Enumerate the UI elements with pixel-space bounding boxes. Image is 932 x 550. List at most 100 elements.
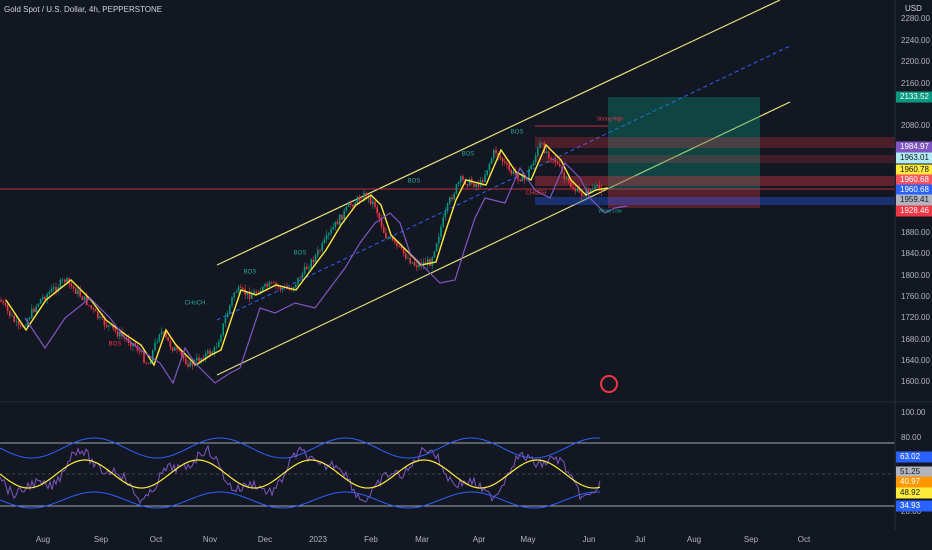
candle-body (596, 184, 598, 187)
candle-body (152, 350, 154, 362)
candle-body (222, 323, 224, 336)
candle-body (521, 174, 524, 182)
rsi-axis-label: 80.00 (901, 433, 922, 442)
time-axis-label: 2023 (309, 535, 327, 544)
candle-body (343, 210, 345, 220)
candle-body (130, 343, 132, 347)
candle-body (477, 184, 480, 187)
candle-body (356, 197, 359, 203)
candle-body (240, 287, 242, 288)
channel-upper (216, 0, 781, 266)
zone (535, 176, 895, 186)
annotation: BOS (109, 342, 122, 348)
price-tag (896, 91, 932, 103)
symbol-title: Gold Spot / U.S. Dollar, 4h, PEPPERSTONE (4, 5, 162, 14)
candle-body (213, 347, 216, 353)
candle-body (493, 149, 495, 159)
candle-body (182, 355, 185, 359)
price-tag-label: 34.93 (900, 501, 921, 510)
candle-body (567, 177, 570, 182)
price-axis-label: 1680.00 (901, 335, 930, 344)
price-tag-label: 63.02 (900, 452, 921, 461)
candle-body (389, 237, 392, 239)
loss-zone (608, 190, 760, 208)
candle-body (495, 149, 497, 154)
time-axis-label: Sep (94, 535, 109, 544)
candle-body (497, 153, 499, 157)
candle-body (81, 296, 84, 301)
candle-body (306, 266, 308, 270)
annotation: Weak Low (598, 208, 622, 214)
candle-body (508, 164, 510, 171)
candle-body (35, 306, 37, 313)
candle-body (512, 171, 515, 174)
candle-body (506, 162, 508, 165)
candle-body (339, 214, 341, 225)
rsi-axis-label: 20.00 (901, 507, 922, 516)
candle-body (347, 203, 350, 207)
candle-body (570, 181, 572, 188)
candle-body (411, 262, 414, 264)
candle-body (169, 340, 172, 348)
candle-body (328, 233, 330, 236)
candle-body (70, 283, 73, 287)
candle-body (46, 294, 48, 300)
alert-icon[interactable] (600, 375, 618, 393)
candle-body (589, 189, 592, 194)
annotation: BOS (244, 270, 257, 276)
candle-body (297, 277, 299, 285)
candle-body (185, 358, 187, 364)
rsi-bb-lower (0, 491, 601, 509)
candle-body (581, 192, 583, 196)
candle-body (435, 243, 438, 252)
candle-body (220, 335, 222, 342)
candle-body (446, 203, 449, 211)
candle-body (17, 321, 20, 325)
candle-body (154, 342, 156, 351)
candle-body (64, 279, 66, 283)
time-axis-label: Feb (364, 535, 378, 544)
candle-body (273, 282, 275, 284)
candle-body (528, 168, 530, 178)
candle-body (468, 178, 471, 186)
candle-body (301, 273, 304, 279)
candle-body (499, 156, 502, 158)
time-axis-label: Nov (203, 535, 217, 544)
candle-body (211, 352, 213, 355)
annotation: BOS (408, 179, 421, 185)
candle-body (160, 331, 163, 335)
candle-body (15, 321, 18, 322)
candle-body (279, 286, 282, 289)
candle-body (537, 148, 539, 156)
price-axis-label: 1880.00 (901, 228, 930, 237)
candle-body (545, 151, 548, 154)
candle-body (251, 294, 253, 299)
candle-body (158, 334, 161, 342)
candle-body (88, 305, 90, 306)
candle-body (321, 243, 323, 251)
candle-body (266, 283, 268, 287)
candle-body (383, 226, 385, 233)
candle-body (20, 324, 22, 327)
candle-body (517, 174, 519, 180)
annotation: CHoCH (526, 191, 547, 197)
candle-body (409, 258, 411, 264)
candle-body (317, 250, 319, 256)
candle-body (143, 351, 145, 363)
candle-body (295, 284, 297, 288)
price-tag-label: 1963.01 (900, 153, 929, 162)
candle-body (548, 151, 550, 158)
candle-body (532, 162, 535, 166)
candle-body (504, 161, 506, 163)
time-axis-label: Dec (258, 535, 272, 544)
candle-body (53, 287, 55, 289)
candle-body (149, 361, 152, 365)
candle-body (519, 179, 521, 182)
time-axis-label: Jun (583, 535, 596, 544)
candle-body (592, 188, 594, 190)
price-tag (896, 500, 932, 512)
time-axis-label: Mar (415, 535, 429, 544)
price-tag-label: 1960.68 (900, 175, 929, 184)
candle-body (165, 332, 167, 338)
candle-body (156, 341, 158, 343)
